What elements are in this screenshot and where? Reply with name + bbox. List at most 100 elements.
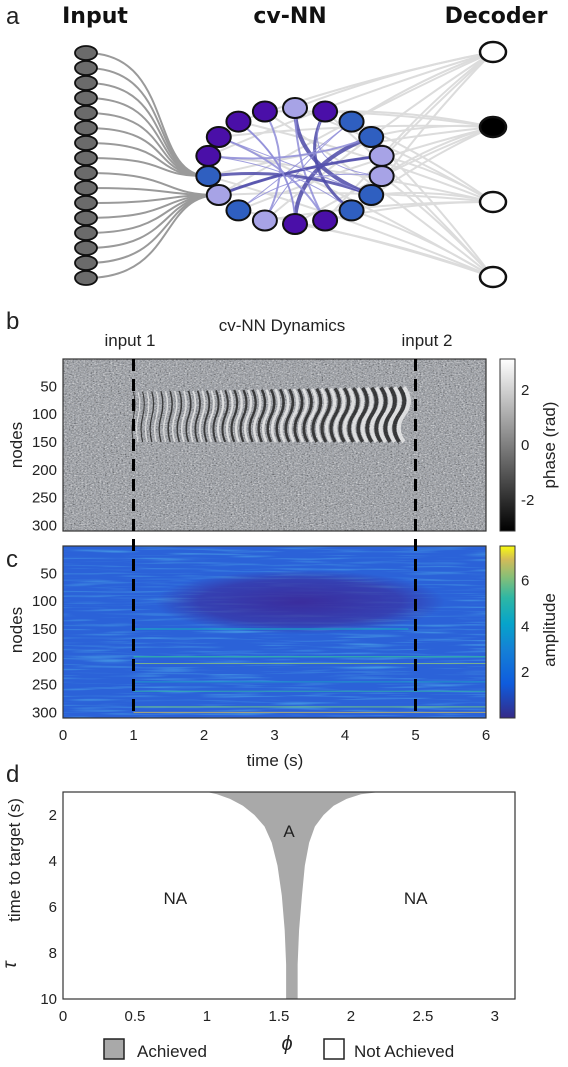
phase-wavefront (266, 388, 276, 443)
panel-b-yticks: 50 100 150 200 250 300 (32, 378, 57, 534)
phase-wavefront (261, 388, 271, 443)
phase-wavefront (342, 387, 355, 443)
panel-d-xtick: 0 (59, 1008, 67, 1025)
panel-d-yticks: 2 4 6 8 10 (40, 807, 57, 1008)
input-node (74, 60, 98, 76)
panel-c-ytick: 150 (32, 621, 57, 638)
panel-d-xtick: 3 (491, 1008, 499, 1025)
phase-wavefront (369, 386, 383, 443)
input-edge (85, 194, 219, 264)
phase-colorbar (499, 358, 516, 532)
phase-wavefront (378, 386, 393, 444)
input-node (74, 135, 98, 151)
network-node (195, 144, 222, 167)
network-node (312, 209, 339, 232)
network-node (338, 199, 365, 222)
panel-b-ytick: 100 (32, 406, 57, 423)
panel-d-ytick: 10 (40, 991, 57, 1008)
input-edge (85, 187, 219, 196)
panel-d-ylabel: time to target (s) (5, 798, 24, 922)
phase-wavefront (230, 389, 239, 443)
panel-d: d A NA NA 2 4 6 8 10 0 0.5 1 1.5 2 2.5 3 τ time to t… (0, 761, 516, 1061)
phase-wavefront (194, 390, 201, 443)
panel-c-ylabel: nodes (7, 607, 26, 653)
panel-d-ytick: 8 (49, 945, 57, 962)
phase-wavefront (167, 390, 173, 443)
panel-d-ylabel-symbol: τ (0, 960, 21, 969)
phase-wavefront (288, 388, 299, 443)
panel-c-xtick: 5 (411, 727, 419, 744)
panel-d-xtick: 1.5 (268, 1008, 289, 1025)
phase-wavefront (243, 389, 253, 443)
legend-label-achieved: Achieved (137, 1042, 207, 1061)
phase-wavefront (225, 389, 234, 443)
phase-wavefront (297, 388, 309, 443)
panel-b-ylabel: nodes (7, 422, 26, 468)
panel-b-ytick: 200 (32, 462, 57, 479)
legend-swatch-not-achieved (323, 1038, 345, 1060)
phase-wavefront (279, 388, 290, 443)
network-nodes (74, 40, 508, 289)
decoder-edge (238, 126, 494, 212)
panel-c-ytick: 250 (32, 677, 57, 694)
network-node (338, 110, 365, 133)
phase-wavefront (365, 386, 379, 443)
panel-d-letter: d (6, 761, 19, 788)
phase-wavefront (324, 387, 337, 443)
phase-wavefront (347, 387, 360, 443)
input-node (74, 105, 98, 121)
region-label: NA (404, 889, 428, 908)
amplitude-colorbar (499, 545, 516, 719)
network-node (225, 199, 252, 222)
phase-colorbar-ticks: 2 0 -2 (521, 382, 534, 509)
phase-colorbar-tick: 0 (521, 437, 529, 454)
panel-c-letter: c (6, 546, 18, 573)
network-label: cv-NN (253, 4, 326, 29)
panel-c-xtick: 2 (200, 727, 208, 744)
input-node (74, 45, 98, 61)
phase-wavefront (329, 387, 341, 443)
phase-wavefront (315, 387, 327, 443)
recurrent-edge (208, 136, 372, 160)
phase-wavefront (153, 391, 159, 443)
input-node (74, 195, 98, 211)
panel-d-ytick: 6 (49, 899, 57, 916)
panel-d-xtick: 0.5 (125, 1008, 146, 1025)
phase-colorbar-label: phase (rad) (540, 402, 559, 489)
phase-wavefront (171, 390, 178, 443)
input-node (74, 255, 98, 271)
phase-colorbar-tick: 2 (521, 382, 529, 399)
input-node (74, 180, 98, 196)
panel-c-ytick: 50 (40, 565, 57, 582)
phase-wavefront (234, 389, 243, 443)
recurrent-edge (316, 111, 382, 177)
network-node (368, 165, 395, 188)
decoder-edge (218, 191, 494, 203)
phase-wavefront (180, 390, 187, 443)
panel-b: b cv-NN Dynamics input 1 input 2 50 100 15… (6, 308, 559, 534)
network-node (225, 110, 252, 133)
region-labels: A NA NA (163, 822, 428, 908)
network-node (368, 144, 395, 167)
panel-b-title: cv-NN Dynamics (219, 316, 346, 335)
recurrent-edge (238, 173, 382, 211)
decoder-node (478, 265, 508, 289)
input-node (74, 225, 98, 241)
recurrent-edge (218, 136, 372, 196)
input-node (74, 210, 98, 226)
input-node (74, 120, 98, 136)
network-node (205, 184, 232, 206)
panel-c-xtick: 1 (129, 727, 137, 744)
recurrent-edge (218, 154, 382, 197)
input-node (74, 150, 98, 166)
amplitude-colorbar-ticks: 6 4 2 (521, 572, 529, 681)
decoder-node (478, 40, 508, 64)
decoder-label: Decoder (445, 4, 548, 29)
panel-b-letter: b (6, 308, 19, 335)
phase-wavefront (293, 388, 304, 443)
phase-wavefront (302, 388, 313, 443)
recurrent-edge (237, 120, 296, 225)
region-label: NA (163, 889, 187, 908)
phase-wavefront (360, 386, 374, 443)
panel-b-ytick: 50 (40, 378, 57, 395)
